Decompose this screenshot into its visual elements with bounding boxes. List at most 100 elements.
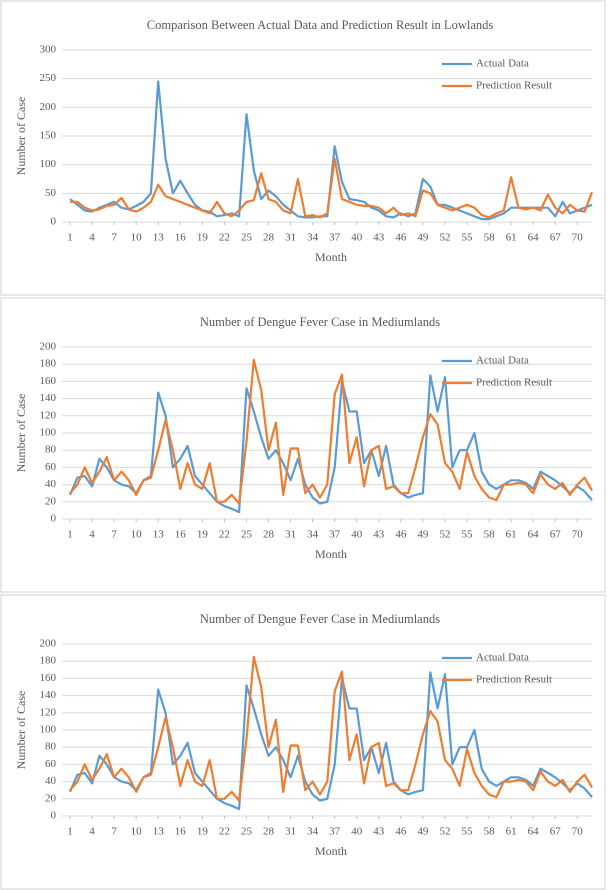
x-tick-label: 10 — [131, 826, 143, 838]
y-tick-label: 140 — [40, 689, 57, 701]
y-axis-title: Number of Case — [14, 97, 28, 176]
x-tick-label: 34 — [307, 232, 319, 244]
x-tick-label: 28 — [263, 232, 275, 244]
x-tick-label: 40 — [351, 529, 363, 541]
y-tick-label: 160 — [40, 672, 57, 684]
x-tick-label: 58 — [484, 529, 496, 541]
x-tick-label: 52 — [439, 529, 450, 541]
x-tick-label: 7 — [111, 529, 117, 541]
y-tick-label: 20 — [45, 495, 57, 507]
x-tick-label: 40 — [351, 826, 363, 838]
y-axis-title: Number of Case — [14, 691, 28, 770]
x-axis-title: Month — [315, 250, 347, 264]
x-tick-label: 43 — [373, 232, 385, 244]
x-tick-label: 25 — [241, 826, 253, 838]
legend-label: Prediction Result — [476, 377, 552, 389]
x-tick-label: 16 — [175, 529, 187, 541]
x-tick-label: 61 — [506, 826, 517, 838]
x-tick-label: 49 — [417, 529, 429, 541]
y-tick-label: 60 — [45, 758, 57, 770]
x-tick-label: 1 — [67, 529, 73, 541]
x-tick-label: 52 — [439, 826, 450, 838]
y-tick-label: 150 — [40, 130, 57, 142]
y-tick-label: 100 — [40, 724, 57, 736]
y-tick-label: 40 — [45, 478, 57, 490]
x-tick-label: 25 — [241, 232, 253, 244]
y-tick-label: 180 — [40, 358, 57, 370]
x-tick-label: 58 — [484, 826, 496, 838]
data-line — [69, 358, 593, 505]
x-axis-title: Month — [315, 844, 347, 858]
x-tick-label: 55 — [462, 826, 474, 838]
x-tick-label: 46 — [395, 529, 407, 541]
x-tick-label: 64 — [528, 529, 540, 541]
x-tick-label: 70 — [572, 529, 584, 541]
x-tick-label: 16 — [175, 826, 187, 838]
chart-frame — [0, 297, 606, 593]
legend-label: Prediction Result — [476, 80, 552, 92]
x-tick-label: 13 — [153, 826, 165, 838]
x-tick-label: 64 — [528, 232, 540, 244]
data-line — [70, 157, 594, 219]
x-tick-label: 28 — [263, 529, 275, 541]
y-tick-label: 300 — [40, 44, 57, 56]
y-tick-label: 100 — [40, 427, 57, 439]
x-tick-label: 22 — [219, 529, 230, 541]
x-tick-label: 64 — [528, 826, 540, 838]
legend-label: Actual Data — [476, 58, 529, 70]
x-tick-label: 49 — [417, 232, 429, 244]
x-tick-label: 7 — [111, 232, 117, 244]
x-tick-label: 43 — [373, 826, 385, 838]
x-tick-label: 55 — [462, 529, 474, 541]
y-tick-label: 120 — [40, 706, 57, 718]
x-tick-label: 40 — [351, 232, 363, 244]
x-axis-title: Month — [315, 547, 347, 561]
x-tick-label: 4 — [89, 826, 95, 838]
y-tick-label: 200 — [40, 101, 57, 113]
x-tick-label: 37 — [329, 826, 341, 838]
data-line — [69, 80, 593, 221]
y-tick-label: 0 — [51, 810, 57, 822]
x-tick-label: 70 — [572, 826, 584, 838]
x-tick-label: 55 — [462, 232, 474, 244]
chart-title: Number of Dengue Fever Case in Mediumlan… — [200, 315, 440, 329]
y-tick-label: 0 — [51, 216, 57, 228]
x-tick-label: 19 — [197, 232, 209, 244]
x-tick-label: 10 — [131, 529, 143, 541]
x-tick-label: 4 — [89, 529, 95, 541]
x-tick-label: 52 — [439, 232, 450, 244]
y-tick-label: 120 — [40, 409, 57, 421]
data-line — [69, 655, 593, 802]
x-tick-label: 49 — [417, 826, 429, 838]
x-tick-label: 46 — [395, 826, 407, 838]
x-tick-label: 43 — [373, 529, 385, 541]
x-tick-label: 31 — [285, 529, 296, 541]
chart-frame — [0, 594, 606, 890]
chart-title: Comparison Between Actual Data and Predi… — [147, 18, 494, 32]
x-tick-label: 19 — [197, 826, 209, 838]
x-tick-label: 22 — [219, 826, 230, 838]
y-tick-label: 200 — [40, 638, 57, 650]
y-tick-label: 80 — [45, 444, 57, 456]
x-tick-label: 34 — [307, 529, 319, 541]
x-tick-label: 4 — [89, 232, 95, 244]
x-tick-label: 61 — [506, 232, 517, 244]
y-tick-label: 160 — [40, 375, 57, 387]
x-tick-label: 61 — [506, 529, 517, 541]
chart-title: Number of Dengue Fever Case in Mediumlan… — [200, 612, 440, 626]
x-tick-label: 1 — [67, 232, 73, 244]
x-tick-label: 70 — [572, 232, 584, 244]
legend-label: Actual Data — [476, 355, 529, 367]
x-tick-label: 19 — [197, 529, 209, 541]
x-tick-label: 13 — [153, 529, 165, 541]
y-tick-label: 100 — [40, 158, 57, 170]
x-tick-label: 22 — [219, 232, 230, 244]
x-tick-label: 37 — [329, 529, 341, 541]
x-tick-label: 34 — [307, 826, 319, 838]
x-tick-label: 7 — [111, 826, 117, 838]
x-tick-label: 16 — [175, 232, 187, 244]
y-tick-label: 40 — [45, 775, 57, 787]
legend-label: Actual Data — [476, 652, 529, 664]
x-tick-label: 37 — [329, 232, 341, 244]
